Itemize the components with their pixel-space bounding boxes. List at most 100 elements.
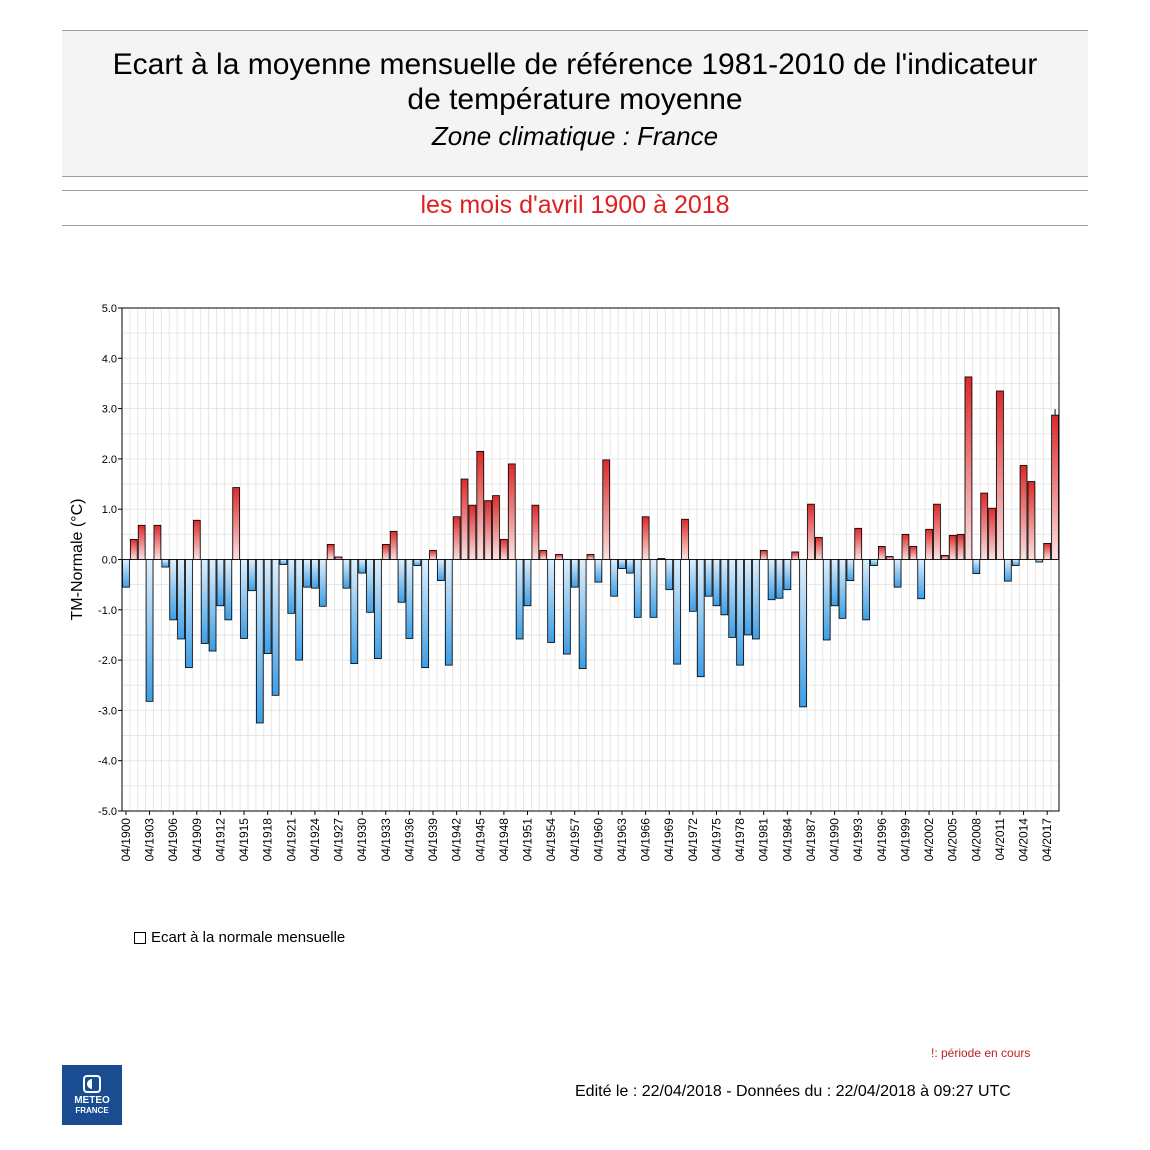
y-tick-label: -2.0 bbox=[98, 655, 117, 667]
bar-1922 bbox=[295, 559, 304, 661]
bar-1954 bbox=[547, 559, 555, 643]
bar-1998 bbox=[893, 559, 902, 588]
bar-2002 bbox=[925, 528, 933, 560]
bar-1935 bbox=[397, 559, 406, 603]
bar-1992 bbox=[846, 559, 855, 582]
bar-1908 bbox=[185, 559, 193, 669]
x-tick-label: 04/1999 bbox=[898, 818, 912, 862]
x-tick-label: 04/1972 bbox=[686, 818, 700, 862]
bar-1940 bbox=[437, 559, 445, 582]
bar-2000 bbox=[909, 546, 918, 560]
chart-title: Ecart à la moyenne mensuelle de référenc… bbox=[62, 47, 1088, 117]
bar-1917 bbox=[255, 559, 264, 724]
bar-1965 bbox=[633, 559, 642, 618]
x-tick-label: 04/2005 bbox=[946, 818, 960, 862]
bar-1969 bbox=[665, 559, 674, 591]
bar-1936 bbox=[405, 559, 414, 639]
x-tick-label: 04/1951 bbox=[521, 818, 535, 862]
bar-1912 bbox=[216, 559, 225, 607]
bar-1915 bbox=[240, 559, 248, 639]
x-tick-label: 04/1996 bbox=[875, 818, 889, 862]
bar-1997 bbox=[885, 556, 894, 560]
x-tick-label: 04/1948 bbox=[497, 818, 511, 862]
bar-1980 bbox=[752, 559, 760, 640]
x-tick-label: 04/1966 bbox=[639, 818, 653, 862]
bar-1993 bbox=[854, 527, 863, 560]
bar-1984 bbox=[783, 559, 792, 591]
bar-1916 bbox=[248, 559, 256, 592]
bar-1970 bbox=[673, 559, 681, 665]
bar-1907 bbox=[177, 559, 185, 640]
bar-1949 bbox=[507, 463, 516, 560]
bar-1972 bbox=[689, 559, 697, 612]
bar-1968 bbox=[657, 558, 666, 560]
bar-1981 bbox=[759, 550, 768, 560]
bar-1952 bbox=[531, 504, 540, 560]
bar-1983 bbox=[775, 559, 784, 599]
bar-1918 bbox=[263, 559, 272, 654]
bar-2004 bbox=[940, 555, 949, 560]
bar-1956 bbox=[563, 559, 571, 655]
x-tick-label: 04/1987 bbox=[804, 818, 818, 862]
x-tick-label: 04/1903 bbox=[143, 818, 157, 862]
logo-mark-icon bbox=[83, 1075, 101, 1093]
logo-text-line2: FRANCE bbox=[75, 1106, 109, 1115]
bar-1987 bbox=[807, 503, 815, 560]
y-axis: 5.0 4.0 3.0 2.0 1.0 0.0 -1.0 -2.0 -3.0 -4.0 -5.0 bbox=[98, 303, 122, 818]
chart-title-line2: de température moyenne bbox=[407, 83, 743, 116]
bar-1989 bbox=[822, 559, 831, 641]
bar-1959 bbox=[586, 554, 595, 560]
bar-2014 bbox=[1019, 465, 1028, 560]
bar-1966 bbox=[641, 516, 650, 560]
bar-1946 bbox=[484, 500, 492, 560]
y-tick-label: -4.0 bbox=[98, 756, 117, 768]
x-tick-label: 04/1978 bbox=[733, 818, 747, 862]
bars bbox=[122, 376, 1059, 724]
bar-1905 bbox=[161, 559, 170, 568]
bar-1977 bbox=[728, 559, 737, 638]
bar-1958 bbox=[578, 559, 587, 670]
bar-1957 bbox=[570, 559, 579, 588]
bar-1951 bbox=[523, 559, 532, 607]
x-tick-label: 04/1960 bbox=[591, 818, 605, 862]
x-tick-label: 04/2008 bbox=[969, 818, 983, 862]
in-progress-note: !: période en cours bbox=[931, 1046, 1031, 1060]
x-tick-label: 04/1933 bbox=[379, 818, 393, 862]
legend: Ecart à la normale mensuelle bbox=[134, 929, 345, 946]
bar-2012 bbox=[1003, 559, 1012, 582]
bar-1991 bbox=[838, 559, 847, 619]
bar-2010 bbox=[988, 507, 996, 560]
legend-label: Ecart à la normale mensuelle bbox=[151, 929, 346, 946]
bar-1943 bbox=[460, 478, 469, 560]
y-tick-label: 5.0 bbox=[102, 303, 117, 315]
bar-1909 bbox=[192, 519, 201, 560]
x-tick-label: 04/1984 bbox=[780, 818, 794, 862]
bar-1925 bbox=[318, 559, 327, 607]
bar-1903 bbox=[145, 559, 154, 702]
y-tick-label: 0.0 bbox=[102, 555, 117, 567]
bar-1960 bbox=[594, 559, 603, 583]
bar-1933 bbox=[381, 544, 390, 560]
bar-2008 bbox=[972, 559, 981, 574]
bar-1963 bbox=[618, 559, 626, 569]
x-tick-label: 04/2002 bbox=[922, 818, 936, 862]
bar-2009 bbox=[980, 492, 989, 560]
y-tick-label: 4.0 bbox=[102, 353, 117, 365]
bar-1941 bbox=[444, 559, 453, 666]
bar-1978 bbox=[736, 559, 744, 666]
bar-1988 bbox=[815, 536, 823, 560]
chart-title-line1: Ecart à la moyenne mensuelle de référenc… bbox=[112, 48, 1038, 81]
x-tick-label: 04/1990 bbox=[828, 818, 842, 862]
bar-1975 bbox=[712, 559, 721, 607]
x-tick-label: 04/1906 bbox=[166, 818, 180, 862]
bar-1923 bbox=[303, 559, 311, 588]
bar-1971 bbox=[681, 518, 689, 560]
period-label: les mois d'avril 1900 à 2018 bbox=[420, 191, 730, 219]
x-tick-label: 04/1900 bbox=[119, 818, 133, 862]
bar-2005 bbox=[948, 534, 957, 560]
bar-2015 bbox=[1027, 481, 1036, 560]
plot-frame bbox=[121, 307, 1060, 812]
y-tick-label: -1.0 bbox=[98, 605, 117, 617]
bar-1932 bbox=[374, 559, 382, 659]
bar-1976 bbox=[720, 559, 729, 616]
